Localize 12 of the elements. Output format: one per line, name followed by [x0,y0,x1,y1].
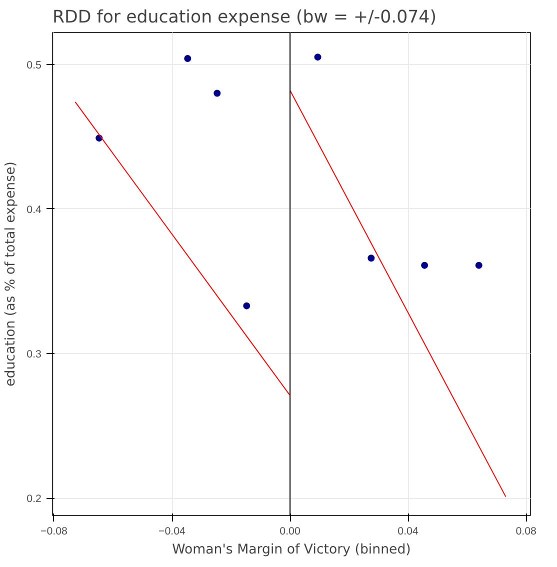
chart-title: RDD for education expense (bw = +/-0.074) [52,8,436,28]
x-axis-title: Woman's Margin of Victory (binned) [172,542,411,558]
y-tick-label: 0.3 [26,348,42,361]
x-tick-label: 0.00 [280,526,300,538]
x-tick-label: 0.04 [398,526,418,538]
x-tick-label: 0.08 [516,526,537,538]
y-tick-label: 0.5 [26,59,42,72]
y-tick-label: 0.4 [26,204,42,216]
x-tick-label: −0.08 [40,526,68,538]
y-tick-label: 0.2 [26,493,42,506]
y-axis-title: education (as % of total expense) [4,162,19,386]
x-tick-label: −0.04 [158,526,186,538]
